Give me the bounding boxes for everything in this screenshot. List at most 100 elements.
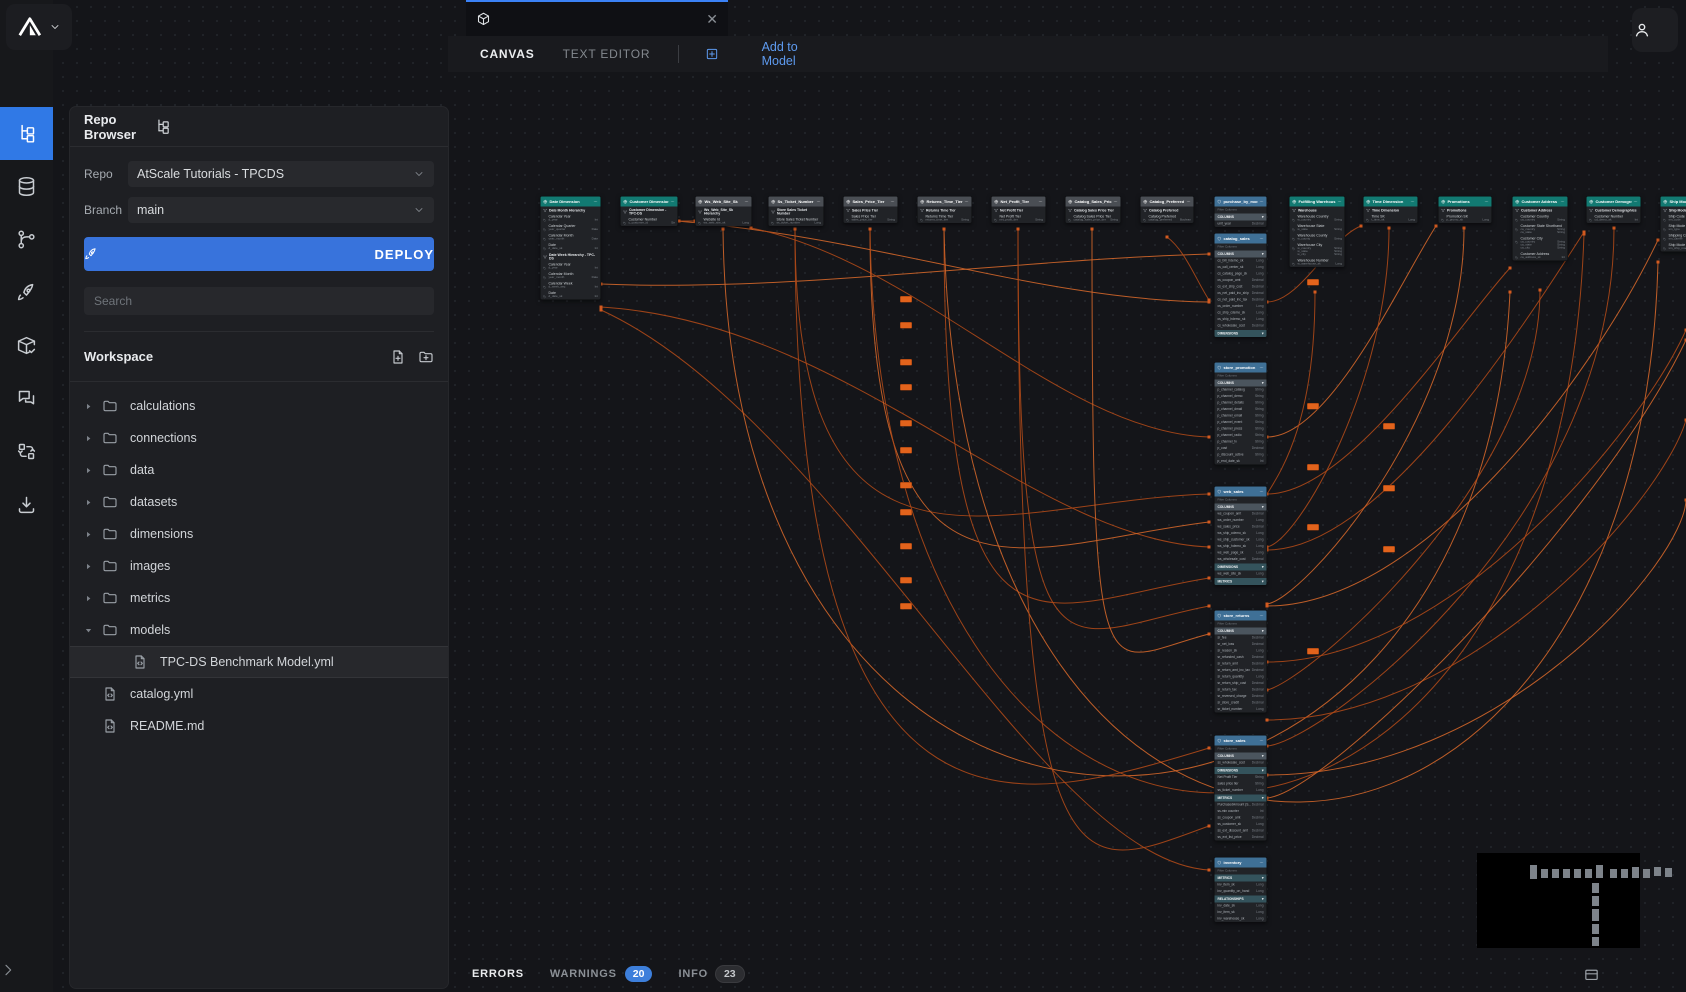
canvas-node-catalog-sales-price-tier[interactable]: Catalog_Sales_Price...⋯Catalog Sales Pri… (1065, 196, 1121, 224)
node-column-row[interactable]: ss_ticket_number Long (1217, 788, 1264, 793)
canvas-node-ws-web-site-sk[interactable]: Ws_Web_Site_Sk ⋯ Ws_Web_Site_Sk Hierarchy W… (695, 196, 752, 227)
node-attribute-row[interactable]: Customer Address ca_address_sk Int (1513, 251, 1568, 261)
node-hierarchy-row[interactable]: Warehouse (1290, 207, 1345, 214)
node-attribute-row[interactable]: Customer State Shorthand ca_country String… (1513, 223, 1568, 236)
relationship-badge[interactable] (1383, 423, 1395, 430)
node-menu-icon[interactable]: ⋯ (1633, 199, 1638, 204)
node-column-row[interactable]: sr_return_quantity Long (1217, 675, 1264, 679)
node-hierarchy-row[interactable]: Store Sales Ticket Number (769, 207, 824, 217)
node-column-row[interactable]: cs_net_paid_inc_ship Decimal (1217, 291, 1264, 296)
node-attribute-row[interactable]: Calendar Year d_year Int (541, 214, 601, 224)
relationship-badge[interactable] (1307, 464, 1319, 471)
node-menu-icon[interactable]: ⋯ (1259, 489, 1264, 494)
node-header[interactable]: store_promotion ⋯ (1214, 362, 1267, 373)
canvas-node-inventory[interactable]: inventory ⋯ Filter Columns METRICS ▾ inv_item… (1214, 857, 1267, 923)
node-column-row[interactable]: cs_wholesale_cost Decimal (1217, 324, 1264, 328)
node-header[interactable]: Sales_Price_Tier ⋯ (843, 196, 898, 207)
node-attribute-row[interactable]: Customer City ca_country String ca_state Str… (1513, 236, 1568, 252)
node-header[interactable]: store_sales ⋯ (1214, 735, 1267, 746)
relationship-badge[interactable] (900, 296, 912, 303)
node-header[interactable]: Promotions ⋯ (1438, 196, 1492, 207)
node-section-bar[interactable]: DIMENSIONS ▾ (1214, 563, 1267, 571)
node-attribute-row[interactable]: Calendar Month year_month Date (541, 271, 601, 281)
node-attribute-row[interactable]: Ship Mode Typesm_typeString (1661, 223, 1686, 233)
deploy-button[interactable]: DEPLOY (84, 237, 434, 271)
warnings-status[interactable]: WARNINGS 20 (550, 966, 653, 982)
node-attribute-row[interactable]: Net Profit Tier net_profit_tier String (992, 214, 1046, 224)
tree-item-data[interactable]: data (70, 454, 448, 486)
node-menu-icon[interactable]: ⋯ (1259, 860, 1264, 865)
canvas-node-promotions[interactable]: Promotions ⋯ Promotions Promotion SK p_promo… (1438, 196, 1492, 224)
node-attribute-row[interactable]: Warehouse County w_county String (1290, 233, 1345, 243)
node-attribute-row[interactable]: Shipping Carriersm_carrierString (1661, 233, 1686, 243)
canvas-node-catalog-sales[interactable]: catalog_sales ⋯ Filter Columns COLUMNS ▾ cs_b… (1214, 233, 1267, 338)
relationship-badge[interactable] (900, 447, 912, 454)
node-column-row[interactable]: p_channel_demo String (1217, 394, 1264, 399)
node-column-row[interactable]: sr_store_credit Decimal (1217, 701, 1264, 705)
search-input[interactable] (84, 287, 434, 315)
node-menu-icon[interactable]: ⋯ (816, 199, 821, 204)
node-header[interactable]: Time Dimension ⋯ (1363, 196, 1418, 207)
node-section-bar[interactable]: METRICS ▾ (1214, 578, 1267, 585)
node-hierarchy-row[interactable]: Customer Address (1513, 207, 1568, 214)
node-section-bar[interactable]: COLUMNS ▾ (1214, 213, 1267, 221)
node-header[interactable]: Net_Profit_Tier ⋯ (991, 196, 1046, 207)
canvas-node-store-returns[interactable]: store_returns ⋯ Filter Columns COLUMNS ▾ sr_f… (1214, 610, 1267, 713)
node-section-bar[interactable]: DIMENSIONS ▾ (1214, 330, 1267, 337)
node-menu-icon[interactable]: ⋯ (593, 199, 598, 204)
canvas-node-purchase-by-month[interactable]: purchase_by_mon...⋯Filter ColumnsCOLUMNS… (1214, 196, 1267, 228)
relationship-badge[interactable] (900, 543, 912, 550)
canvas-node-time-dimension[interactable]: Time Dimension ⋯ Time Dimension Time SK t_ti… (1363, 196, 1418, 224)
canvas-node-catalog-preferred[interactable]: Catalog_Preferred ⋯ Catalog Preferred Catal… (1140, 196, 1194, 224)
node-attribute-row[interactable]: Warehouse City w_country String w_state Stri… (1290, 242, 1345, 258)
tree-item-readme-md[interactable]: README.md (70, 710, 448, 742)
node-column-row[interactable]: sr_reason_sk Long (1217, 649, 1264, 653)
node-menu-icon[interactable]: ⋯ (1410, 199, 1415, 204)
node-section-bar[interactable]: COLUMNS ▾ (1214, 627, 1267, 635)
tree-item-calculations[interactable]: calculations (70, 390, 448, 422)
node-column-row[interactable]: p_channel_radio String (1217, 433, 1264, 438)
node-section-bar[interactable]: COLUMNS ▾ (1214, 752, 1267, 760)
node-column-row[interactable]: sales price tier String (1217, 782, 1264, 786)
canvas-node-ss-ticket-number[interactable]: Ss_Ticket_Number ⋯ Store Sales Ticket Numb… (768, 196, 824, 227)
repo-select[interactable]: AtScale Tutorials - TPCDS (128, 161, 434, 187)
relationship-badge[interactable] (900, 420, 912, 427)
node-filter-label[interactable]: Filter Columns (1217, 374, 1237, 378)
canvas-node-store-sales[interactable]: store_sales ⋯ Filter Columns COLUMNS ▾ ss_who… (1214, 735, 1267, 841)
node-column-row[interactable]: inv_quantity_on_hand Long (1217, 889, 1264, 894)
node-column-row[interactable]: ws_sales_price Decimal (1217, 525, 1264, 529)
node-section-bar[interactable]: COLUMNS ▾ (1214, 503, 1267, 511)
node-column-row[interactable]: ss_wholesale_cost Decimal (1217, 761, 1264, 765)
node-column-row[interactable]: sr_fee Decimal (1217, 636, 1264, 640)
node-column-row[interactable]: cs_ship_hdemo_sk Long (1217, 317, 1264, 322)
node-attribute-row[interactable]: Calendar Month year_month Date (541, 233, 601, 243)
node-section-bar[interactable]: COLUMNS ▾ (1214, 379, 1267, 387)
rail-item-repo-browser[interactable] (0, 107, 53, 160)
node-column-row[interactable]: p_channel_dmail String (1217, 407, 1264, 412)
minimap-viewport[interactable] (1477, 853, 1640, 948)
repo-tree-icon[interactable] (154, 118, 434, 135)
node-menu-icon[interactable]: ⋯ (744, 199, 749, 204)
new-file-icon[interactable] (390, 349, 406, 365)
node-attribute-row[interactable]: Warehouse Country w_country String (1290, 214, 1345, 224)
errors-status[interactable]: ERRORS (472, 968, 524, 980)
node-column-row[interactable]: cs_order_number Long (1217, 304, 1264, 309)
node-column-row[interactable]: sr_return_ship_cost Decimal (1217, 681, 1264, 686)
node-attribute-row[interactable]: Returns Time Tier returns_time_tier String (918, 214, 972, 224)
model-canvas[interactable]: Date Dimension ⋯ Date Month Hierarchy Calen… (448, 72, 1686, 956)
tree-item-models[interactable]: models (70, 614, 448, 646)
node-column-row[interactable]: inv_date_sk Long (1217, 904, 1264, 908)
node-column-row[interactable]: Net Profit Tier String (1217, 775, 1264, 780)
node-column-row[interactable]: p_channel_event String (1217, 420, 1264, 425)
node-attribute-row[interactable]: Date d_date_sk Int (541, 242, 601, 252)
node-column-row[interactable]: ss_customer_sk Long (1217, 822, 1264, 827)
node-column-row[interactable]: unit_year Decimal (1217, 222, 1264, 226)
node-attribute-row[interactable]: Warehouse State w_state String (1290, 223, 1345, 233)
node-column-row[interactable]: p_cost Decimal (1217, 446, 1264, 451)
node-header[interactable]: Fulfilling Warehouse ⋯ (1289, 196, 1345, 207)
node-menu-icon[interactable]: ⋯ (1038, 199, 1043, 204)
node-filter-label[interactable]: Filter Columns (1217, 747, 1237, 751)
node-attribute-row[interactable]: Catalog Sales Price Tier catalog_sales_pr… (1066, 214, 1121, 224)
